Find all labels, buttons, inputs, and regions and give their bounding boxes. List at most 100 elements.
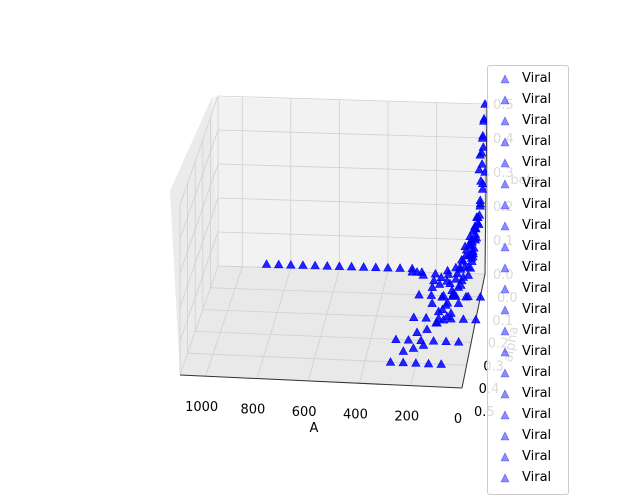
x-axis-line <box>179 374 463 389</box>
data-point <box>453 337 464 346</box>
data-point <box>446 308 456 317</box>
pane-walls <box>170 97 487 388</box>
data-point <box>432 318 442 327</box>
legend-marker-icon <box>488 157 522 168</box>
legend-marker-icon <box>488 472 522 483</box>
data-point <box>310 260 320 270</box>
legend-marker-icon <box>488 241 522 252</box>
data-point <box>475 291 486 301</box>
data-point <box>436 359 446 368</box>
floor <box>180 266 485 388</box>
data-point <box>479 113 489 123</box>
data-point <box>434 279 445 288</box>
legend-marker-icon <box>488 115 522 126</box>
legend-marker-icon <box>488 325 522 336</box>
data-point <box>453 298 464 307</box>
gridline-x <box>307 269 340 382</box>
data-point <box>298 260 308 269</box>
data-point <box>463 270 474 279</box>
z-axis-line <box>484 103 488 275</box>
legend-entry: Viral <box>488 341 568 362</box>
gridline-z-side <box>179 197 219 308</box>
gridline-z-side <box>179 129 219 240</box>
data-point <box>427 282 438 291</box>
legend-label: Viral <box>522 344 552 359</box>
data-point <box>442 297 453 307</box>
data-point <box>430 268 441 278</box>
data-point <box>417 267 427 276</box>
gridline-x <box>410 272 437 386</box>
data-point <box>429 275 439 285</box>
data-point <box>461 291 471 301</box>
data-point <box>476 147 487 157</box>
legend-label: Viral <box>522 470 552 485</box>
data-point <box>334 261 345 270</box>
data-point <box>474 210 485 219</box>
legend-label: Viral <box>522 449 552 464</box>
data-point <box>286 259 296 269</box>
data-point <box>442 311 452 321</box>
legend-entry: Viral <box>488 320 568 341</box>
data-point <box>411 358 421 367</box>
legend-entry: Viral <box>488 362 568 383</box>
legend-entry: Viral <box>488 89 568 110</box>
data-point <box>358 262 369 271</box>
data-point <box>478 142 489 151</box>
legend-marker-icon <box>488 94 522 105</box>
data-point <box>421 312 431 322</box>
x-axis-label: A <box>310 421 319 436</box>
data-point <box>391 334 401 344</box>
legend-marker-icon <box>488 304 522 315</box>
gridline-y <box>210 287 481 298</box>
legend-entry: Viral <box>488 68 568 89</box>
gridline-z-side <box>179 231 219 342</box>
data-point <box>383 262 393 272</box>
data-point <box>466 234 477 244</box>
data-point <box>437 304 448 314</box>
legend-label: Viral <box>522 386 552 401</box>
data-point <box>461 244 472 254</box>
legend-label: Viral <box>522 71 552 86</box>
gridline-y <box>187 352 467 366</box>
data-point <box>414 289 424 299</box>
data-point <box>470 221 480 230</box>
data-point <box>471 314 481 324</box>
legend-marker-icon <box>488 220 522 231</box>
data-point <box>457 275 467 285</box>
data-point <box>412 327 422 336</box>
data-point <box>395 263 405 272</box>
data-point <box>418 340 429 349</box>
legend-entry: Viral <box>488 467 568 488</box>
gridline-x <box>256 268 292 379</box>
legend-marker-icon <box>488 451 522 462</box>
data-point <box>458 314 469 323</box>
legend-marker-icon <box>488 178 522 189</box>
data-point <box>403 335 414 344</box>
legend-label: Viral <box>522 218 552 233</box>
data-point <box>466 253 477 262</box>
legend-label: Viral <box>522 260 552 275</box>
data-point <box>442 265 453 275</box>
legend-entry: Viral <box>488 110 568 131</box>
legend-label: Viral <box>522 323 552 338</box>
legend-entry: Viral <box>488 257 568 278</box>
data-point <box>346 261 357 271</box>
legend-marker-icon <box>488 346 522 357</box>
data-point <box>428 336 439 345</box>
data-point <box>460 262 470 271</box>
legend-label: Viral <box>522 155 552 170</box>
axis-lines <box>179 103 488 389</box>
legend-entry: Viral <box>488 446 568 467</box>
x-tick-label: 1000 <box>185 400 218 415</box>
gridline-z-side <box>179 265 219 376</box>
data-point <box>471 232 482 242</box>
gridline-z-side <box>179 95 219 206</box>
legend-label: Viral <box>522 407 552 422</box>
data-point <box>477 159 487 168</box>
data-point <box>437 291 447 301</box>
data-point <box>475 198 486 208</box>
gridline-z-side <box>179 163 219 274</box>
data-point <box>371 262 381 271</box>
legend-entry: Viral <box>488 404 568 425</box>
data-point <box>426 290 437 299</box>
